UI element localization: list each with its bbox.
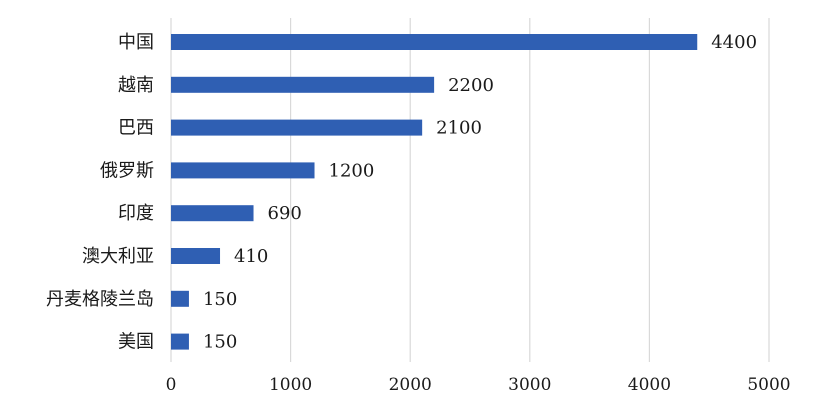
category-label: 巴西 — [118, 118, 154, 139]
category-label: 丹麦格陵兰岛 — [46, 289, 154, 310]
bar-1 — [171, 76, 435, 93]
bar-3 — [171, 162, 315, 179]
x-tick-label: 2000 — [389, 375, 432, 395]
category-label: 印度 — [118, 203, 154, 224]
bar-6 — [171, 290, 189, 307]
bars — [171, 34, 698, 350]
x-tick-label: 0 — [166, 375, 177, 395]
bar-5 — [171, 248, 221, 264]
data-label: 2200 — [448, 75, 494, 96]
data-labels: 4400 2200 2100 1200 690 410 150 150 — [203, 32, 757, 353]
x-tick-label: 3000 — [508, 375, 551, 395]
data-label: 410 — [234, 246, 268, 267]
data-label: 2100 — [436, 118, 482, 139]
category-label: 俄罗斯 — [100, 160, 154, 181]
bar-4 — [171, 205, 254, 222]
data-label: 4400 — [711, 32, 757, 53]
data-label: 690 — [268, 203, 302, 224]
bar-0 — [171, 34, 698, 50]
data-label: 150 — [203, 332, 237, 353]
x-tick-label: 5000 — [747, 375, 790, 395]
data-label: 1200 — [329, 160, 375, 181]
data-label: 150 — [203, 289, 237, 310]
x-tick-label: 1000 — [269, 375, 312, 395]
category-label: 中国 — [118, 32, 154, 53]
category-label: 美国 — [118, 332, 154, 353]
x-axis-tick-labels: 0 1000 2000 3000 4000 5000 — [166, 375, 791, 395]
category-label: 越南 — [118, 75, 154, 96]
category-label: 澳大利亚 — [82, 246, 154, 267]
x-tick-label: 4000 — [628, 375, 671, 395]
bar-2 — [171, 119, 423, 136]
bar-7 — [171, 333, 189, 350]
gridlines — [170, 18, 770, 362]
